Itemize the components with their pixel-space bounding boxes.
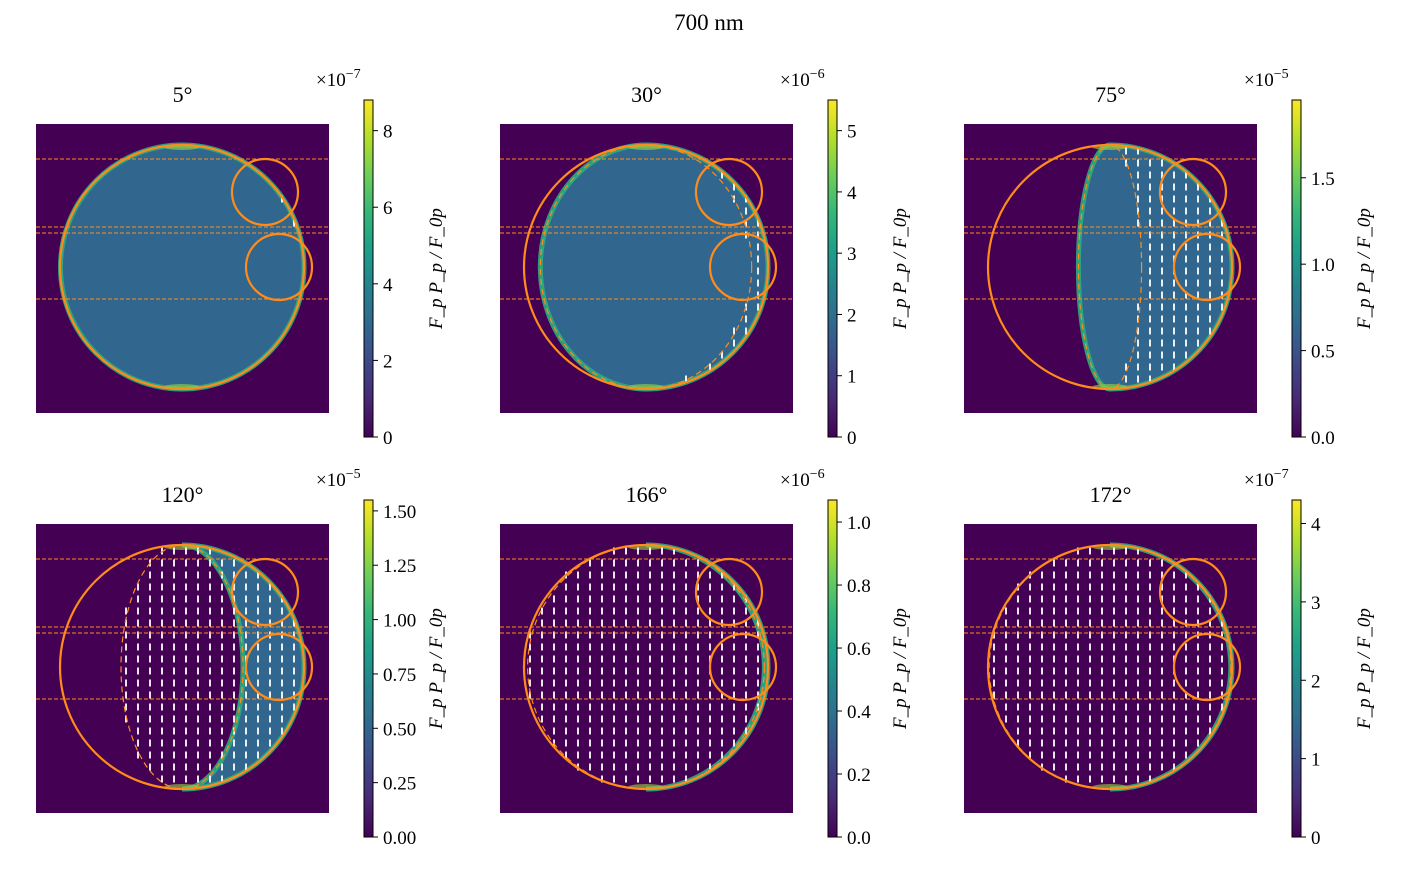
colorbar-tick-label: 0 [1311,828,1321,849]
feature-circle-lower [1172,632,1242,702]
colorbar-gradient [1291,99,1302,438]
colorbar: 0.0 0.2 0.4 0.6 0.8 1.0 ×10−6 F_p P_p / F_0p [780,467,911,849]
colorbar-tick-label: 0.25 [383,774,416,795]
colorbar-tick-label: 3 [847,244,857,265]
panel-title: 172° [1090,482,1132,507]
colorbar-tick-label: 0 [847,428,857,449]
colorbar-gradient [363,499,374,838]
colorbar-tick-label: 0.00 [383,828,416,849]
colorbar-label: F_p P_p / F_0p [426,608,447,730]
colorbar-tick-label: 1.00 [383,611,416,632]
terminator-line [539,144,753,390]
colorbar-tick-label: 0.0 [847,828,871,849]
feature-circle-lower [244,232,314,302]
panel-title: 166° [626,482,668,507]
colorbar-tick-label: 1 [1311,750,1321,771]
colorbar-tick-label: 4 [847,183,857,204]
colorbar-tick-label: 0.5 [1311,342,1335,363]
colorbar-tick-label: 4 [1311,515,1321,536]
panel-title: 120° [162,482,204,507]
colorbar-multiplier: ×10−5 [1244,67,1289,91]
planet-outline [522,143,770,391]
colorbar-tick-label: 4 [383,275,393,296]
colorbar-label: F_p P_p / F_0p [1354,208,1375,330]
colorbar-tick-label: 0.6 [847,639,871,660]
colorbar-tick-label: 1 [847,367,857,388]
lit-crescent-fill [60,145,304,389]
colorbar-tick-label: 5 [847,122,857,143]
colorbar-label: F_p P_p / F_0p [426,208,447,330]
colorbar-tick-label: 8 [383,122,393,143]
figure-suptitle: 700 nm [674,10,744,35]
colorbar-tick-label: 1.5 [1311,169,1335,190]
panel-5: 166° 0.0 0.2 0.4 0.6 0.8 1.0 ×10−6 F_p P_p / F_0… [500,467,911,849]
colorbar: 0 1 2 3 4 ×10−7 F_p P_p / F_0p [1244,467,1375,849]
colorbar: 0.0 0.5 1.0 1.5 ×10−5 F_p P_p / F_0p [1244,67,1375,449]
colorbar-tick-label: 2 [847,305,857,326]
colorbar-gradient [363,99,374,438]
colorbar: 0 1 2 3 4 5 ×10−6 F_p P_p / F_0p [780,67,911,449]
colorbar-multiplier: ×10−7 [1244,467,1289,491]
colorbar-label: F_p P_p / F_0p [890,608,911,730]
panel-title: 30° [631,82,662,107]
panel-3: 75° 0.0 0.5 1.0 1.5 ×10−5 F_p P_p / F_0p [964,67,1375,449]
heatmap-background [500,524,793,813]
feature-circle-lower [708,232,778,302]
colorbar-tick-label: 1.0 [847,513,871,534]
colorbar-tick-label: 0.4 [847,702,871,723]
planet-outline [522,543,770,791]
colorbar-tick-label: 0.75 [383,665,416,686]
polarization-vectors [529,547,759,783]
panel-title: 5° [173,82,193,107]
terminator-line [988,544,1232,790]
panel-title: 75° [1095,82,1126,107]
colorbar-multiplier: ×10−5 [316,467,361,491]
heatmap-background [964,524,1257,813]
colorbar-multiplier: ×10−6 [780,467,825,491]
colorbar-tick-label: 0.0 [1311,428,1335,449]
colorbar-tick-label: 1.50 [383,502,416,523]
colorbar-tick-label: 0.8 [847,576,871,597]
colorbar-gradient [827,499,838,838]
terminator-line [59,144,305,390]
panel-4: 120° 0.00 0.25 0.50 0.75 1.00 1.25 1.50 ×10−5 F_p… [36,467,447,849]
terminator-line [527,544,765,790]
panel-6: 172° 0 1 2 3 4 ×10−7 F_p P_p / F_0p [964,467,1375,849]
panel-2: 30° 0 1 2 3 4 5 ×10−6 F_p P_p / F_0p [500,67,911,449]
colorbar-tick-label: 2 [383,351,393,372]
colorbar-tick-label: 0 [383,428,393,449]
colorbar: 0 2 4 6 8 ×10−7 F_p P_p / F_0p [316,67,447,449]
colorbar-gradient [827,99,838,438]
colorbar-tick-label: 1.0 [1311,255,1335,276]
terminator-line [1077,144,1143,390]
colorbar-tick-label: 3 [1311,593,1321,614]
panel-1: 5° 0 2 4 6 8 ×10−7 F_p P_p / F_0p [36,67,447,449]
colorbar-label: F_p P_p / F_0p [890,208,911,330]
feature-circle-lower [244,632,314,702]
lit-crescent-fill [540,145,768,389]
feature-circle-lower [1172,232,1242,302]
colorbar-multiplier: ×10−6 [780,67,825,91]
colorbar-tick-label: 1.25 [383,556,416,577]
feature-circle-lower [708,632,778,702]
colorbar-multiplier: ×10−7 [316,67,361,91]
colorbar-label: F_p P_p / F_0p [1354,608,1375,730]
colorbar: 0.00 0.25 0.50 0.75 1.00 1.25 1.50 ×10−5 F_p P_p… [316,467,447,849]
colorbar-tick-label: 0.2 [847,765,871,786]
colorbar-tick-label: 6 [383,198,393,219]
colorbar-gradient [1291,499,1302,838]
colorbar-tick-label: 2 [1311,671,1321,692]
terminator-line [120,544,244,790]
colorbar-tick-label: 0.50 [383,719,416,740]
lit-crescent-fill [1078,145,1232,389]
